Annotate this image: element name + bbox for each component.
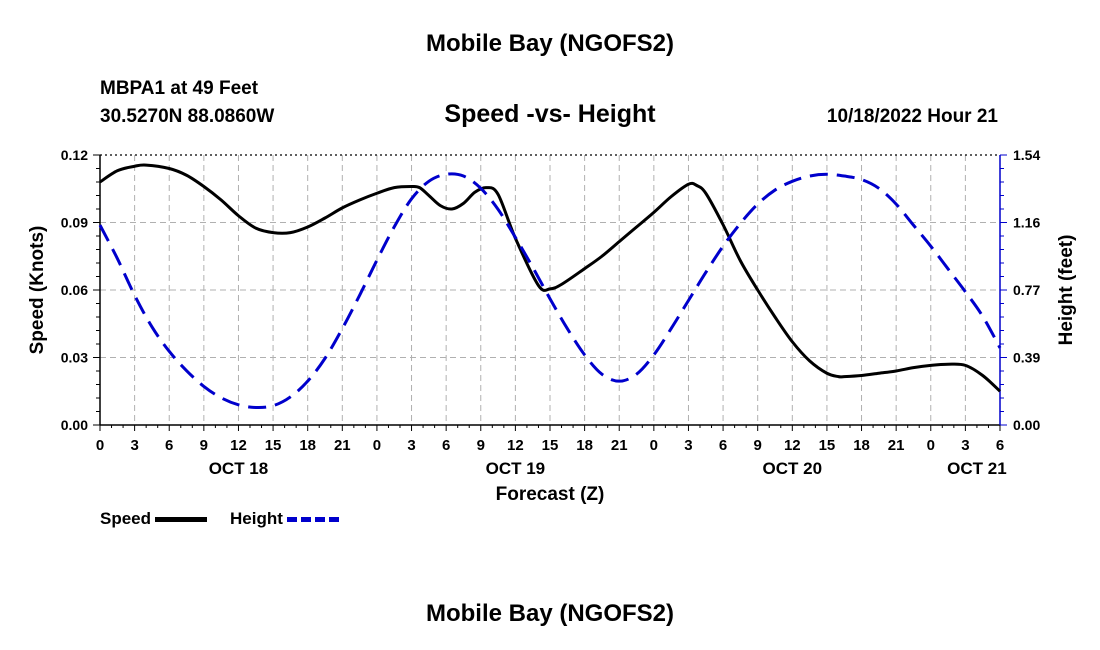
series-line-height bbox=[98, 172, 1002, 410]
x-tick-label: 18 bbox=[299, 437, 316, 454]
legend-speed-swatch bbox=[155, 516, 208, 522]
x-tick-label: 3 bbox=[130, 437, 138, 454]
day-label: OCT 20 bbox=[763, 459, 823, 478]
x-tick-label: 3 bbox=[961, 437, 969, 454]
station-label: MBPA1 at 49 Feet bbox=[100, 78, 259, 99]
y-right-tick-label: 0.39 bbox=[1013, 350, 1040, 366]
x-tick-label: 3 bbox=[684, 437, 692, 454]
series-line-speed bbox=[99, 163, 1002, 393]
forecast-datetime: 10/18/2022 Hour 21 bbox=[826, 106, 998, 127]
y-left-tick-label: 0.03 bbox=[61, 350, 88, 366]
x-tick-label: 6 bbox=[996, 437, 1004, 454]
x-tick-label: 0 bbox=[650, 437, 658, 454]
y-left-tick-label: 0.06 bbox=[61, 282, 88, 298]
x-tick-label: 6 bbox=[719, 437, 727, 454]
x-tick-label: 18 bbox=[853, 437, 870, 454]
footer-title: Mobile Bay (NGOFS2) bbox=[425, 600, 675, 627]
y-right-tick-label: 0.00 bbox=[1013, 417, 1040, 433]
x-tick-label: 21 bbox=[334, 437, 351, 454]
x-tick-label: 21 bbox=[888, 437, 905, 454]
x-tick-label: 6 bbox=[442, 437, 450, 454]
y-right-tick-label: 0.77 bbox=[1013, 282, 1040, 298]
x-axis-label: Forecast (Z) bbox=[496, 484, 605, 505]
x-tick-label: 0 bbox=[373, 437, 381, 454]
y-right-tick-label: 1.54 bbox=[1013, 147, 1040, 163]
legend-speed: Speed bbox=[100, 509, 208, 529]
y-left-tick-label: 0.12 bbox=[61, 147, 88, 163]
y-right-tick-label: 1.16 bbox=[1013, 215, 1040, 231]
x-tick-label: 9 bbox=[200, 437, 208, 454]
x-tick-label: 15 bbox=[819, 437, 836, 454]
coordinates-label: 30.5270N 88.0860W bbox=[100, 106, 275, 127]
legend-height: Height bbox=[230, 509, 339, 529]
legend-height-label: Height bbox=[230, 509, 283, 528]
legend-speed-label: Speed bbox=[100, 509, 152, 528]
day-label: OCT 21 bbox=[947, 459, 1007, 478]
chart-title: Speed -vs- Height bbox=[444, 100, 656, 128]
x-tick-label: 0 bbox=[96, 437, 104, 454]
x-tick-label: 9 bbox=[754, 437, 762, 454]
x-tick-label: 12 bbox=[230, 437, 247, 454]
y-left-tick-label: 0.09 bbox=[61, 215, 88, 231]
main-title: Mobile Bay (NGOFS2) bbox=[425, 30, 675, 57]
x-tick-label: 3 bbox=[407, 437, 415, 454]
day-label: OCT 18 bbox=[209, 459, 269, 478]
y-left-tick-label: 0.00 bbox=[61, 417, 88, 433]
x-tick-label: 18 bbox=[576, 437, 593, 454]
x-tick-label: 12 bbox=[507, 437, 524, 454]
day-label: OCT 19 bbox=[486, 459, 546, 478]
y-axis-left-label: Speed (Knots) bbox=[27, 226, 48, 355]
y-axis-right-label: Height (feet) bbox=[1056, 235, 1077, 346]
x-tick-label: 6 bbox=[165, 437, 173, 454]
x-tick-label: 9 bbox=[477, 437, 485, 454]
x-tick-label: 15 bbox=[542, 437, 559, 454]
x-tick-label: 15 bbox=[265, 437, 282, 454]
x-tick-label: 21 bbox=[611, 437, 628, 454]
legend-height-swatch bbox=[286, 516, 339, 522]
x-tick-label: 12 bbox=[784, 437, 801, 454]
x-tick-label: 0 bbox=[927, 437, 935, 454]
